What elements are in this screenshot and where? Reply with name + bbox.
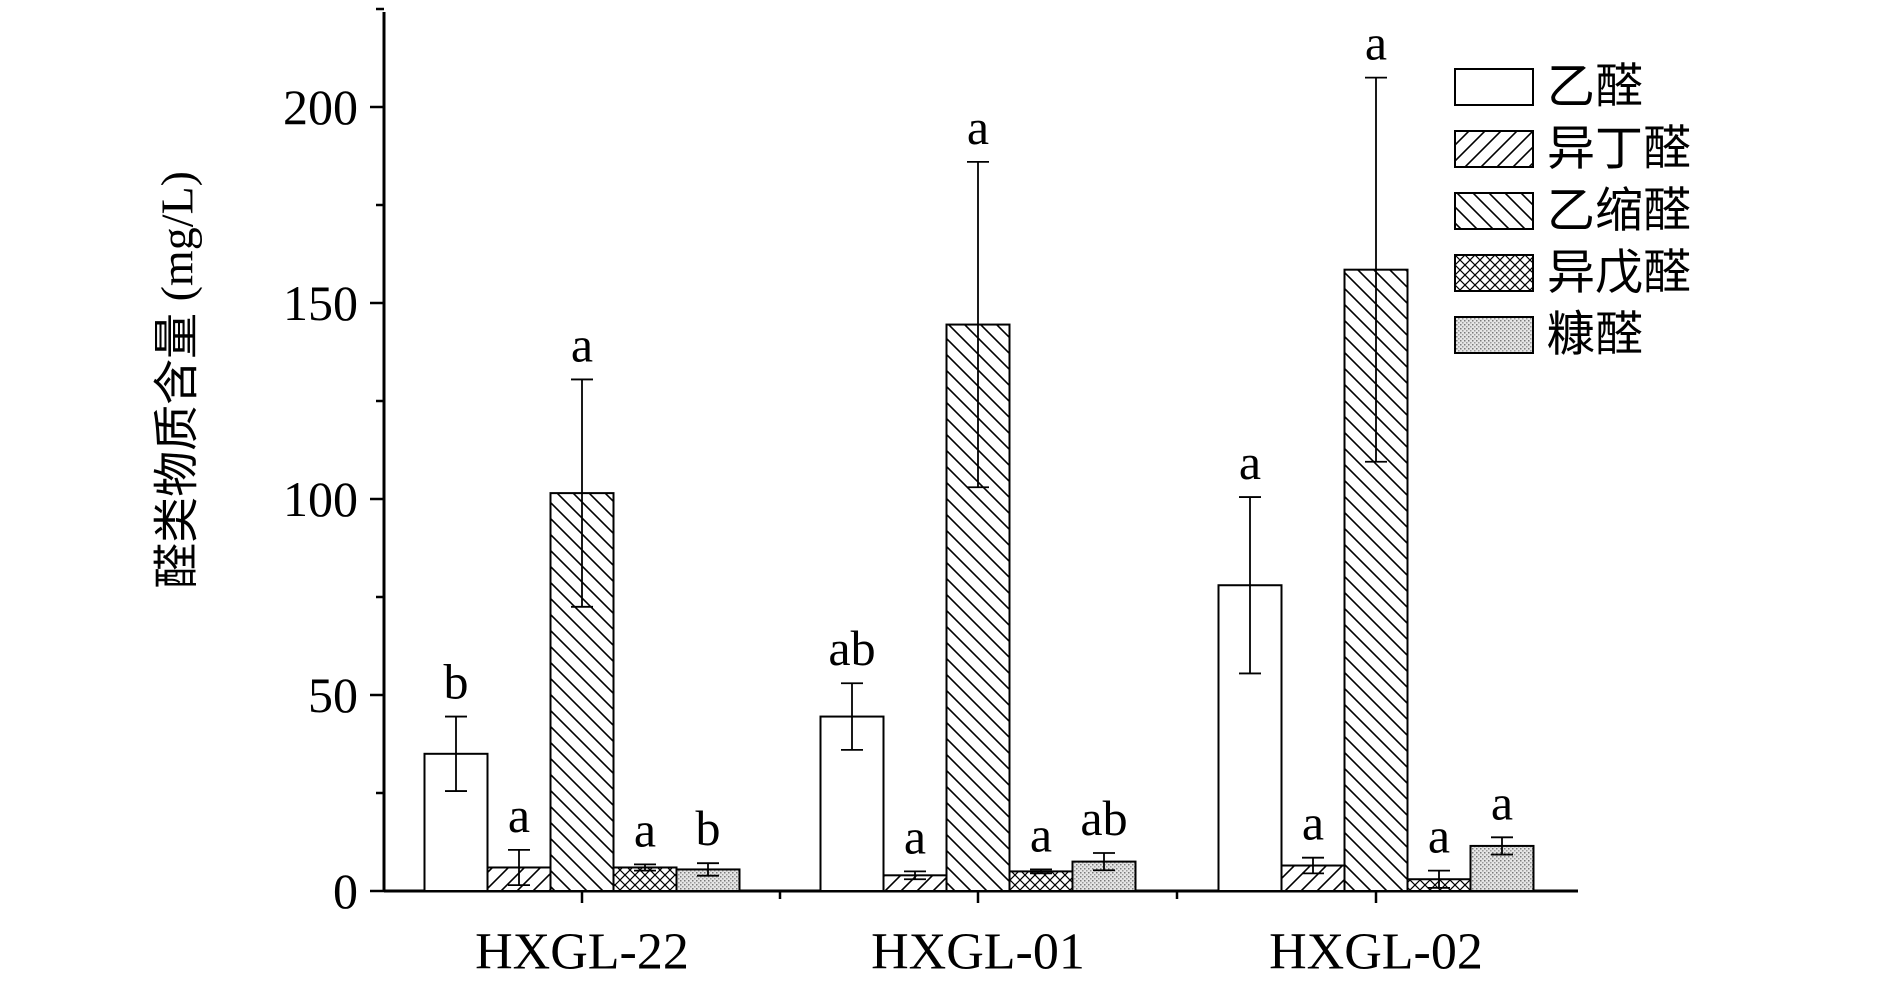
legend-label: 异丁醛 [1547,123,1691,176]
legend-label: 异戊醛 [1547,247,1691,300]
significance-label: a [508,787,530,843]
legend-swatch [1454,316,1534,354]
y-tick-label: 50 [308,667,358,723]
y-tick-label: 200 [283,79,358,135]
legend-swatch [1454,68,1534,106]
legend-swatch [1454,130,1534,168]
legend-label: 乙醛 [1547,61,1643,114]
y-tick-label: 150 [283,275,358,331]
x-tick-label: HXGL-02 [1269,924,1483,981]
significance-label: a [634,801,656,857]
legend-swatch [1454,192,1534,230]
y-tick-label: 100 [283,471,358,527]
significance-label: a [571,316,593,372]
y-tick-label: 0 [333,863,358,919]
significance-label: b [444,654,469,710]
significance-label: a [1491,774,1513,830]
x-tick-label: HXGL-01 [871,924,1085,981]
significance-label: a [1239,434,1261,490]
significance-label: a [1428,808,1450,864]
significance-label: ab [828,620,875,676]
significance-label: a [967,99,989,155]
bar [1008,870,1074,893]
significance-label: a [1302,795,1324,851]
x-tick-label: HXGL-22 [475,924,689,981]
legend-label: 乙缩醛 [1547,185,1691,238]
significance-label: a [1030,806,1052,862]
significance-label: a [1365,15,1387,71]
significance-label: b [696,800,721,856]
significance-label: ab [1080,790,1127,846]
legend-swatch [1454,254,1534,292]
y-axis-label: 醛类物质含量 (mg/L) [152,171,203,589]
legend-label: 糠醛 [1547,309,1643,362]
significance-label: a [904,808,926,864]
